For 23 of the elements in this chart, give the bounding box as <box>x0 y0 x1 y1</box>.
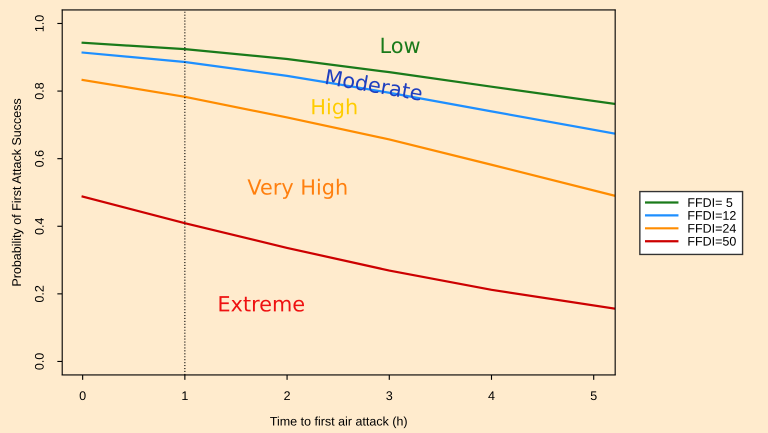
y-tick-label: 1.0 <box>34 15 44 32</box>
annotation: Very High <box>248 178 346 199</box>
y-tick-label: 0.0 <box>34 353 44 370</box>
legend-label: FFDI=24 <box>688 224 736 233</box>
annotation: Moderate <box>326 68 423 101</box>
y-tick-label: 0.8 <box>34 82 44 100</box>
y-tick-label: 0.6 <box>34 150 44 167</box>
y-axis-title: Probability of First Attack Success <box>12 98 24 286</box>
y-tick-label: 0.2 <box>34 286 44 302</box>
x-tick-label: 0 <box>80 391 86 400</box>
x-tick-label: 5 <box>590 391 597 400</box>
x-tick-label: 4 <box>488 391 495 400</box>
legend-label: FFDI= 5 <box>688 198 732 207</box>
y-tick-label: 0.4 <box>34 218 44 234</box>
annotation: Low <box>382 38 420 54</box>
x-tick-label: 3 <box>386 391 392 400</box>
annotation: High <box>312 98 356 119</box>
x-axis-title: Time to first air attack (h) <box>270 416 407 428</box>
annotation: Extreme <box>219 296 304 312</box>
x-tick-label: 1 <box>182 391 188 400</box>
legend-label: FFDI=12 <box>688 211 736 220</box>
x-tick-label: 2 <box>284 391 290 400</box>
legend-label: FFDI=50 <box>688 236 736 246</box>
